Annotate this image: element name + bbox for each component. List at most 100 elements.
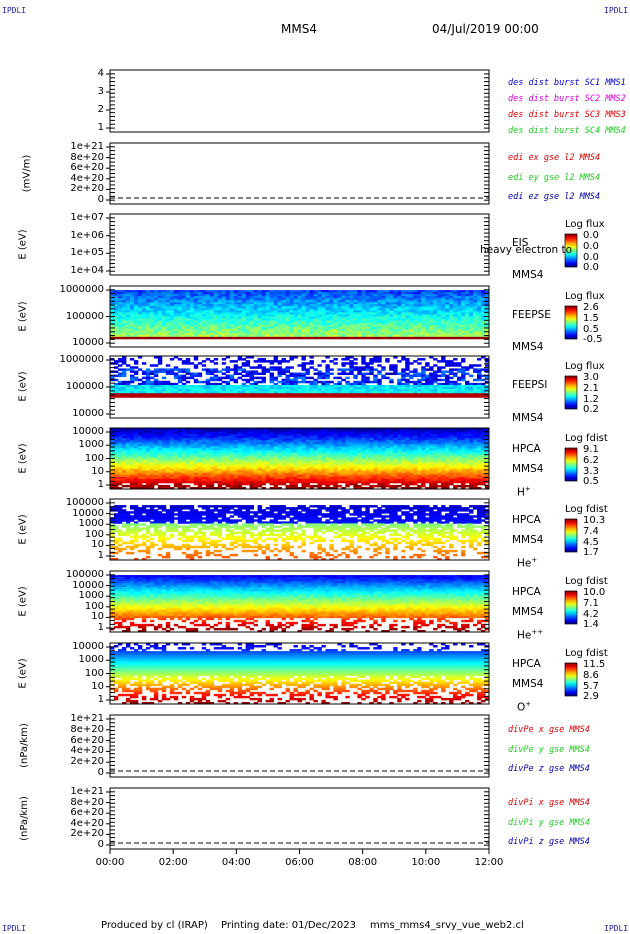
heatmap-cell [197, 480, 203, 484]
heatmap-cell [449, 376, 454, 380]
heatmap-cell [485, 360, 490, 363]
heatmap-cell [333, 328, 338, 332]
heatmap-cell [317, 324, 322, 328]
heatmap-cell [110, 480, 115, 484]
heatmap-cell [373, 312, 378, 315]
heatmap-cell [133, 395, 139, 398]
heatmap-cell [229, 294, 235, 297]
heatmap-cell [249, 395, 255, 398]
heatmap-cell [197, 458, 203, 461]
heatmap-cell [349, 324, 354, 328]
heatmap-cell [213, 468, 219, 472]
heatmap-cell [149, 468, 155, 472]
heatmap-cell [393, 290, 398, 293]
heatmap-cell [221, 324, 227, 328]
heatmap-cell [205, 468, 211, 472]
heatmap-cell [269, 486, 274, 490]
heatmap-cell [365, 366, 370, 369]
heatmap-cell [185, 474, 191, 478]
heatmap-cell [125, 382, 131, 386]
heatmap-cell [301, 308, 306, 311]
heatmap-cell [369, 387, 374, 390]
heatmap-cell [121, 438, 127, 441]
heatmap-cell [201, 430, 207, 433]
heatmap-cell [261, 440, 266, 443]
heatmap-cell [441, 372, 446, 375]
heatmap-cell [173, 452, 179, 455]
heatmap-cell [113, 370, 119, 373]
heatmap-cell [121, 446, 127, 449]
heatmap-cell [249, 308, 255, 311]
heatmap-cell [273, 434, 278, 437]
heatmap-cell [145, 314, 151, 317]
heatmap-cell [201, 332, 207, 336]
heatmap-cell [405, 393, 410, 396]
heatmap-cell [137, 436, 143, 439]
heatmap-cell [249, 460, 255, 463]
heatmap-cell [389, 294, 394, 297]
heatmap-cell [133, 470, 139, 474]
heatmap-cell [485, 384, 490, 388]
heatmap-cell [173, 434, 179, 437]
heatmap-cell [173, 332, 179, 336]
heatmap-cell [209, 360, 215, 363]
heatmap-cell [405, 336, 410, 340]
heatmap-cell [277, 468, 282, 472]
heatmap-cell [477, 372, 482, 375]
heatmap-cell [245, 334, 251, 338]
heatmap-cell [181, 330, 187, 334]
heatmap-cell [317, 334, 322, 338]
heatmap-cell [269, 302, 274, 305]
heatmap-cell [261, 456, 266, 459]
heatmap-cell [129, 480, 135, 484]
heatmap-cell [325, 372, 330, 375]
heatmap-cell [425, 387, 430, 390]
heatmap-cell [233, 470, 239, 474]
heatmap-cell [233, 302, 239, 305]
heatmap-cell [309, 356, 314, 359]
heatmap-cell [141, 314, 147, 317]
heatmap-cell [401, 376, 406, 380]
heatmap-cell [297, 296, 302, 299]
heatmap-cell [321, 320, 326, 323]
heatmap-cell [289, 316, 294, 319]
heatmap-cell [121, 382, 127, 386]
heatmap-cell [453, 374, 458, 378]
heatmap-cell [201, 478, 207, 482]
heatmap-cell [273, 314, 278, 317]
heatmap-cell [117, 480, 123, 484]
heatmap-cell [193, 395, 199, 398]
heatmap-cell [185, 298, 191, 301]
heatmap-cell [141, 332, 147, 336]
heatmap-cell [265, 432, 270, 435]
heatmap-cell [233, 428, 239, 431]
heatmap-cell [173, 472, 179, 476]
heatmap-cell [301, 374, 306, 378]
heatmap-cell [361, 324, 366, 328]
heatmap-cell [157, 438, 163, 441]
heatmap-cell [241, 472, 247, 476]
heatmap-cell [461, 296, 466, 299]
heatmap-cell [437, 360, 442, 363]
heatmap-cell [169, 434, 175, 437]
heatmap-cell [305, 294, 310, 297]
heatmap-cell [241, 358, 247, 361]
heatmap-cell [113, 448, 119, 451]
heatmap-cell [229, 458, 235, 461]
heatmap-cell [469, 328, 474, 332]
heatmap-cell [449, 382, 454, 386]
heatmap-cell [209, 304, 215, 307]
heatmap-cell [469, 324, 474, 328]
heatmap-cell [113, 458, 119, 461]
heatmap-cell [317, 384, 322, 388]
heatmap-cell [261, 486, 266, 490]
heatmap-cell [485, 395, 490, 398]
heatmap-cell [265, 391, 270, 394]
heatmap-cell [201, 486, 207, 490]
heatmap-cell [261, 472, 266, 476]
heatmap-cell [289, 332, 294, 336]
heatmap-cell [121, 324, 127, 328]
heatmap-cell [169, 480, 175, 484]
heatmap-cell [341, 368, 346, 371]
heatmap-cell [149, 300, 155, 303]
